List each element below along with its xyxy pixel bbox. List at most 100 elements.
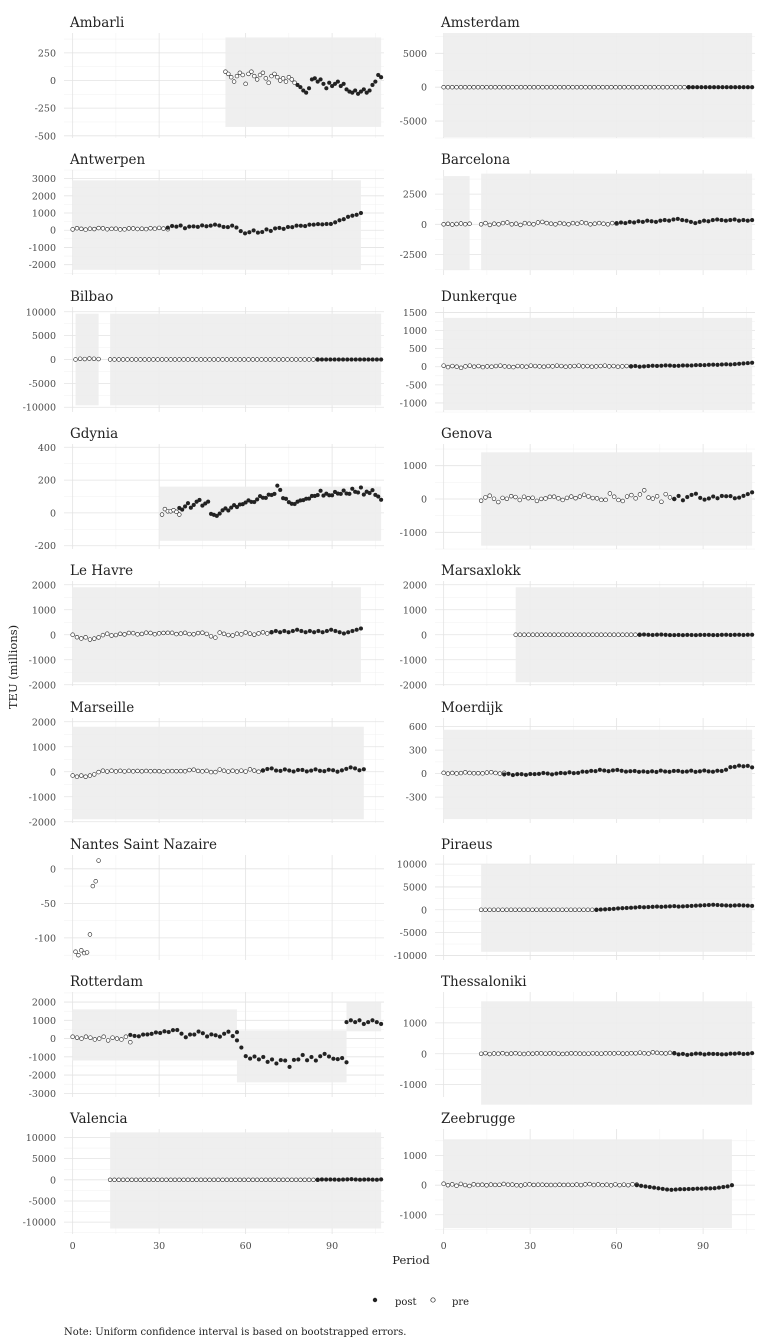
data-point-post — [217, 1034, 223, 1039]
data-point-pre — [526, 632, 531, 637]
data-point-post — [337, 218, 342, 223]
data-point-post — [273, 628, 278, 634]
data-point-post — [291, 769, 296, 774]
data-point-pre — [118, 631, 123, 636]
data-point-pre — [177, 1177, 182, 1183]
data-point-post — [706, 632, 711, 637]
data-point-pre — [187, 767, 192, 773]
data-point-pre — [213, 635, 218, 640]
data-point-post — [716, 1185, 722, 1190]
y-tick-label: 0 — [50, 76, 56, 87]
data-point-post — [680, 1051, 686, 1057]
data-point-post — [659, 363, 664, 368]
y-tick-label: -3000 — [29, 1089, 56, 1100]
data-point-pre — [73, 949, 78, 954]
data-point-pre — [122, 769, 127, 774]
data-point-post — [345, 357, 350, 362]
data-point-pre — [123, 1034, 129, 1039]
legend-label-post: post — [395, 1297, 417, 1308]
data-point-pre — [82, 356, 87, 362]
y-tick-label: -5000 — [400, 117, 427, 128]
data-point-post — [331, 1056, 336, 1061]
data-point-pre — [105, 769, 110, 774]
data-point-pre — [122, 632, 127, 637]
data-point-post — [650, 632, 655, 638]
panel-marsaxlokk: Marsaxlokk -2000 -1000 0 1000 2000 — [400, 563, 755, 691]
data-point-post — [669, 1187, 674, 1192]
data-point-pre — [112, 1177, 117, 1183]
y-tick-label: 10000 — [26, 307, 56, 318]
data-point-pre — [585, 907, 591, 912]
data-point-pre — [254, 357, 260, 362]
data-point-pre — [488, 1182, 494, 1187]
data-point-post — [320, 630, 325, 635]
data-point-post — [706, 219, 711, 224]
data-point-pre — [604, 84, 610, 90]
data-point-pre — [207, 1177, 212, 1183]
data-point-pre — [498, 363, 503, 368]
data-point-pre — [450, 84, 455, 90]
data-point-post — [632, 768, 637, 774]
data-point-post — [309, 1054, 314, 1060]
x-tick-label: 60 — [240, 1241, 252, 1252]
data-point-post — [650, 363, 655, 368]
data-point-post — [206, 499, 211, 504]
data-point-pre — [508, 493, 514, 499]
data-point-pre — [527, 84, 532, 90]
data-point-post — [634, 1183, 639, 1188]
data-point-pre — [576, 363, 581, 368]
data-point-pre — [534, 498, 540, 504]
data-point-pre — [172, 357, 178, 362]
data-point-pre — [669, 84, 674, 90]
data-point-post — [208, 223, 213, 228]
y-tick-label: -5000 — [400, 928, 427, 939]
data-point-post — [179, 1031, 184, 1036]
data-point-post — [706, 496, 711, 501]
data-point-post — [353, 1177, 358, 1182]
data-point-pre — [600, 84, 605, 90]
data-point-pre — [441, 770, 446, 776]
y-tick-label: 0 — [421, 83, 427, 94]
data-point-post — [353, 88, 358, 93]
data-point-pre — [260, 70, 266, 75]
data-point-pre — [538, 907, 544, 912]
data-point-post — [165, 225, 170, 230]
data-point-post — [750, 632, 755, 637]
confidence-band — [75, 313, 99, 406]
data-point-pre — [259, 357, 264, 362]
data-point-pre — [553, 84, 558, 90]
data-point-pre — [588, 222, 593, 227]
y-tick-label: -1000 — [29, 792, 56, 803]
data-point-pre — [93, 879, 98, 884]
data-point-post — [238, 229, 243, 234]
data-point-post — [672, 363, 677, 368]
data-point-pre — [578, 1182, 584, 1188]
panel-genova: Genova -1000 0 1000 — [400, 426, 755, 550]
data-point-post — [728, 494, 733, 499]
data-point-pre — [458, 221, 464, 226]
data-point-post — [350, 628, 355, 634]
data-point-post — [145, 1032, 150, 1037]
data-point-pre — [174, 509, 179, 515]
data-point-pre — [589, 907, 595, 912]
data-point-post — [128, 1032, 133, 1038]
data-point-pre — [628, 632, 634, 637]
data-point-post — [733, 85, 738, 90]
data-point-pre — [541, 364, 547, 369]
data-point-pre — [128, 1040, 133, 1045]
data-point-pre — [492, 221, 497, 226]
data-point-post — [567, 770, 572, 775]
data-point-pre — [633, 496, 638, 501]
data-point-post — [234, 1030, 240, 1035]
data-point-pre — [570, 220, 576, 226]
data-point-post — [354, 212, 359, 217]
data-point-pre — [504, 1051, 510, 1057]
data-point-pre — [237, 70, 243, 75]
data-point-pre — [178, 768, 183, 774]
data-point-pre — [540, 84, 545, 90]
data-point-pre — [500, 495, 505, 501]
data-point-post — [677, 1187, 683, 1192]
data-point-pre — [463, 364, 468, 369]
data-point-post — [624, 905, 629, 911]
data-point-post — [732, 764, 737, 769]
